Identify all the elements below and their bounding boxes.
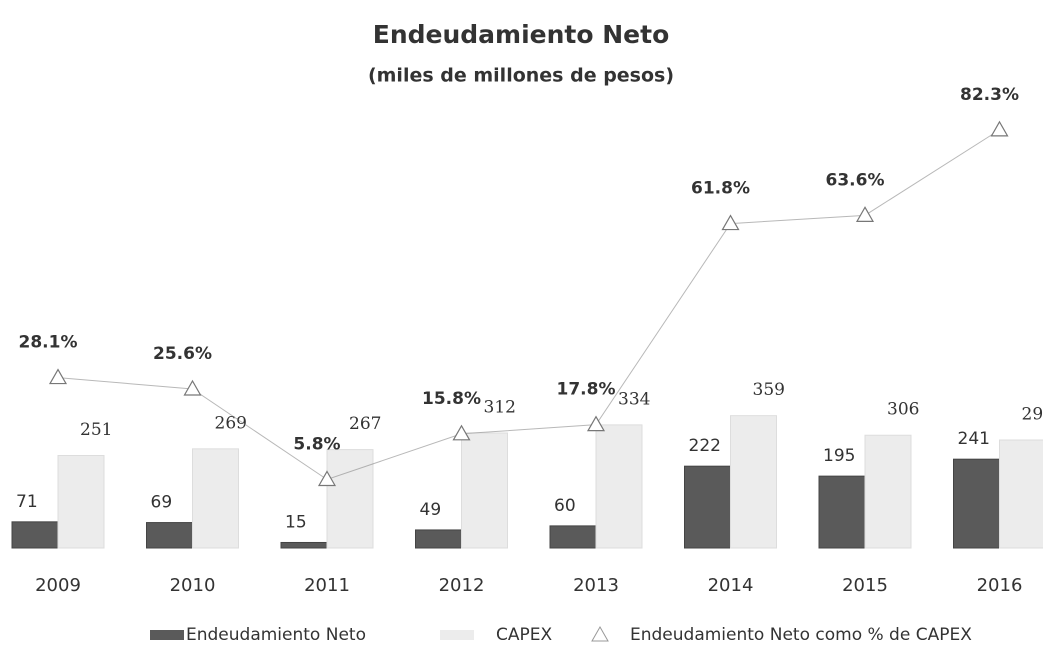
- bar-value-label: 69: [151, 493, 173, 513]
- bar: [864, 434, 912, 549]
- bar-value-label: 306: [887, 400, 919, 420]
- x-tick-label: 2015: [842, 575, 888, 596]
- x-tick-label: 2010: [170, 575, 216, 596]
- bar-value-label: 195: [823, 446, 855, 466]
- bar-value-label: 312: [484, 398, 516, 418]
- x-tick-label: 2016: [977, 575, 1023, 596]
- bar: [953, 458, 1000, 549]
- bar-value-label: 359: [753, 380, 785, 400]
- point-value-label: 15.8%: [422, 389, 481, 409]
- marker: [855, 206, 875, 222]
- legend-label: CAPEX: [496, 625, 552, 645]
- bar-value-label: 293: [1022, 405, 1043, 425]
- legend-label: Endeudamiento Neto como % de CAPEX: [630, 625, 972, 645]
- x-tick-label: 2013: [573, 575, 619, 596]
- bar-value-label: 71: [16, 492, 38, 512]
- bar: [461, 432, 508, 549]
- bar-value-label: 241: [958, 429, 990, 449]
- line: [57, 129, 1000, 481]
- bar-value-label: 251: [80, 420, 112, 440]
- bar-value-label: 334: [618, 389, 650, 409]
- point-value-label: 17.8%: [557, 380, 616, 400]
- bar-value-label: 267: [349, 414, 381, 434]
- bar-value-label: 49: [420, 500, 442, 520]
- bar-value-label: 222: [689, 436, 721, 456]
- marker: [48, 368, 68, 385]
- x-tick-label: 2009: [35, 575, 81, 596]
- marker: [183, 379, 202, 396]
- bar: [595, 424, 643, 549]
- bar: [415, 529, 462, 549]
- bar: [11, 521, 59, 549]
- bar-value-label: 15: [285, 512, 307, 532]
- marker: [721, 214, 740, 231]
- point-value-label: 82.3%: [960, 85, 1019, 105]
- bar: [57, 454, 105, 549]
- bar-value-label: 60: [554, 496, 576, 516]
- point-value-label: 25.6%: [153, 344, 212, 364]
- x-tick-label: 2011: [304, 575, 350, 596]
- legend-label: Endeudamiento Neto: [186, 625, 366, 645]
- marker: [586, 415, 606, 432]
- marker: [317, 470, 337, 487]
- marker: [452, 424, 471, 441]
- x-tick-label: 2012: [439, 575, 485, 596]
- point-value-label: 5.8%: [293, 434, 340, 454]
- bar: [280, 541, 328, 549]
- bar: [192, 448, 239, 549]
- bar: [818, 475, 866, 549]
- point-value-label: 28.1%: [19, 333, 78, 353]
- legend-swatch: [440, 630, 474, 640]
- marker: [990, 120, 1009, 137]
- point-value-label: 63.6%: [826, 170, 885, 190]
- bar: [326, 449, 374, 549]
- bar: [146, 522, 193, 549]
- bar: [684, 465, 731, 549]
- bar: [999, 439, 1043, 549]
- chart-subtitle: (miles de millones de pesos): [368, 65, 674, 87]
- legend-swatch: [150, 630, 184, 640]
- bar-value-label: 269: [215, 413, 247, 433]
- chart-title: Endeudamiento Neto: [373, 20, 670, 49]
- bar: [549, 525, 597, 549]
- x-tick-label: 2014: [708, 575, 754, 596]
- point-value-label: 61.8%: [691, 179, 750, 199]
- bar: [730, 415, 777, 549]
- legend-swatch: [591, 625, 609, 642]
